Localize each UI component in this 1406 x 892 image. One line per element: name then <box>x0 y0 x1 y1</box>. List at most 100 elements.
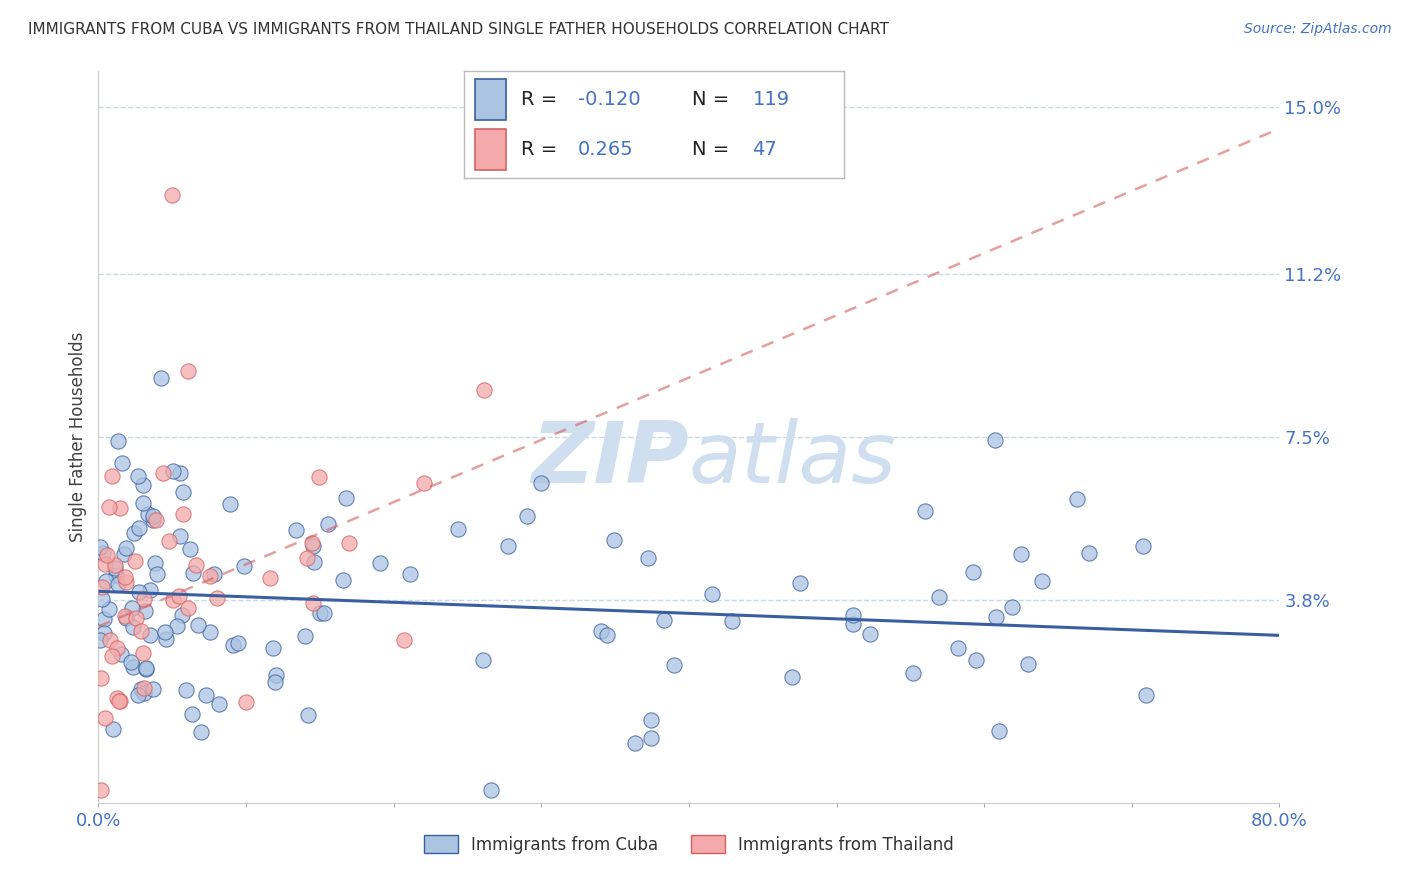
Point <box>124 554 146 568</box>
Point <box>90 580 112 594</box>
Point <box>108 694 131 708</box>
Point <box>136 508 159 522</box>
Point <box>181 707 204 722</box>
Point <box>114 541 136 555</box>
Point <box>176 683 198 698</box>
Point <box>413 475 436 490</box>
Point <box>135 662 157 676</box>
Point <box>332 573 354 587</box>
Point <box>624 736 647 750</box>
Point <box>308 470 330 484</box>
Point <box>105 567 128 582</box>
Text: R =: R = <box>520 90 564 109</box>
Point <box>946 640 969 655</box>
Point <box>301 536 323 550</box>
Point <box>235 695 257 709</box>
Point <box>1066 491 1088 506</box>
Point <box>101 648 124 663</box>
Point <box>595 628 617 642</box>
Point <box>302 555 325 569</box>
Point <box>988 724 1011 739</box>
Point <box>132 646 155 660</box>
Point <box>471 652 494 666</box>
Point <box>965 653 987 667</box>
Point <box>152 466 174 480</box>
Point <box>664 657 686 672</box>
Point <box>93 612 115 626</box>
Point <box>294 629 316 643</box>
Point <box>153 625 176 640</box>
Point <box>589 624 612 639</box>
Point <box>232 559 254 574</box>
Point <box>132 496 155 510</box>
Point <box>114 570 136 584</box>
Point <box>984 433 1007 447</box>
Point <box>1001 599 1024 614</box>
Point <box>105 640 128 655</box>
Point <box>187 617 209 632</box>
Point <box>172 608 194 623</box>
Point <box>392 633 415 648</box>
Point <box>472 383 495 397</box>
Point <box>128 585 150 599</box>
Point <box>98 601 121 615</box>
Point <box>1010 548 1032 562</box>
Point <box>128 521 150 535</box>
Text: Source: ZipAtlas.com: Source: ZipAtlas.com <box>1244 22 1392 37</box>
Point <box>132 686 155 700</box>
Point <box>218 497 240 511</box>
Point <box>1135 688 1157 702</box>
Point <box>139 583 162 598</box>
Point <box>177 363 200 377</box>
Point <box>928 590 950 604</box>
Point <box>184 558 207 573</box>
Point <box>94 558 117 572</box>
Point <box>169 529 191 543</box>
Text: 119: 119 <box>752 90 790 109</box>
Text: atlas: atlas <box>689 417 897 500</box>
Point <box>112 547 135 561</box>
Point <box>222 638 245 652</box>
Point <box>285 523 308 537</box>
Text: N =: N = <box>692 140 735 159</box>
Point <box>226 635 249 649</box>
Point <box>155 632 177 646</box>
Point <box>962 565 984 579</box>
Point <box>302 596 325 610</box>
Point <box>1078 546 1101 560</box>
Point <box>101 722 124 736</box>
Point <box>142 513 165 527</box>
Point <box>914 504 936 518</box>
Point <box>125 611 148 625</box>
Point <box>145 556 167 570</box>
Point <box>166 618 188 632</box>
Point <box>89 540 111 554</box>
Point <box>132 681 155 696</box>
Point <box>190 725 212 739</box>
Point <box>308 607 330 621</box>
Point <box>198 625 221 640</box>
Point <box>264 675 287 690</box>
Point <box>90 782 112 797</box>
Point <box>262 640 284 655</box>
Point <box>114 609 136 624</box>
Point <box>859 626 882 640</box>
Point <box>198 568 221 582</box>
Point <box>107 691 129 706</box>
Point <box>202 567 225 582</box>
Point <box>368 556 391 570</box>
Point <box>157 533 180 548</box>
Point <box>110 647 132 661</box>
Point <box>179 541 201 556</box>
Point <box>104 561 127 575</box>
Point <box>169 590 191 604</box>
Point <box>107 577 129 591</box>
Point <box>1017 657 1039 671</box>
Point <box>301 539 323 553</box>
Point <box>447 522 470 536</box>
Point <box>181 566 204 580</box>
Point <box>1132 539 1154 553</box>
Point <box>98 633 121 648</box>
Point <box>90 672 112 686</box>
Legend: Immigrants from Cuba, Immigrants from Thailand: Immigrants from Cuba, Immigrants from Th… <box>418 829 960 860</box>
